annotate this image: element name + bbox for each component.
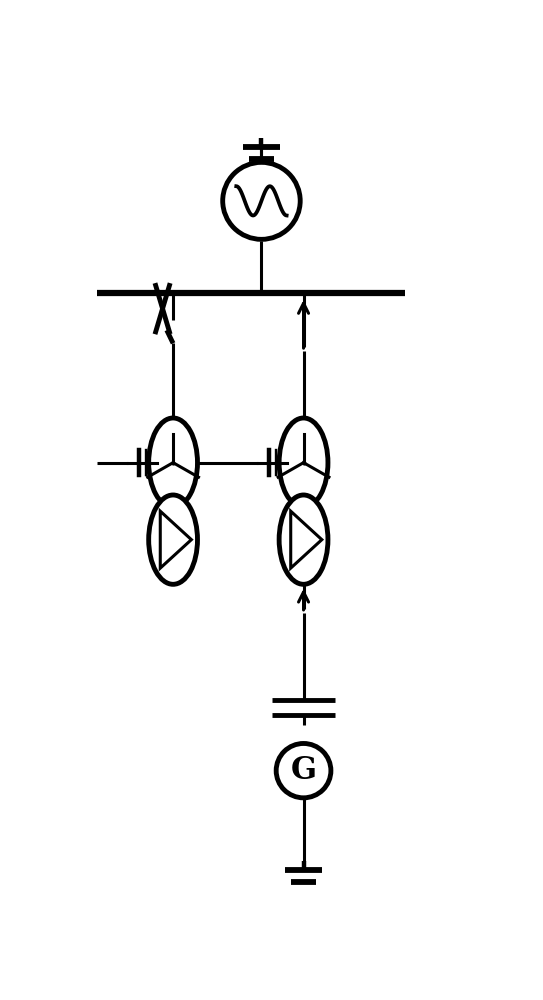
Ellipse shape (276, 743, 331, 798)
Ellipse shape (223, 162, 300, 239)
Ellipse shape (279, 418, 328, 507)
Ellipse shape (279, 495, 328, 584)
Ellipse shape (149, 495, 198, 584)
Ellipse shape (149, 418, 198, 507)
Text: G: G (291, 755, 317, 786)
